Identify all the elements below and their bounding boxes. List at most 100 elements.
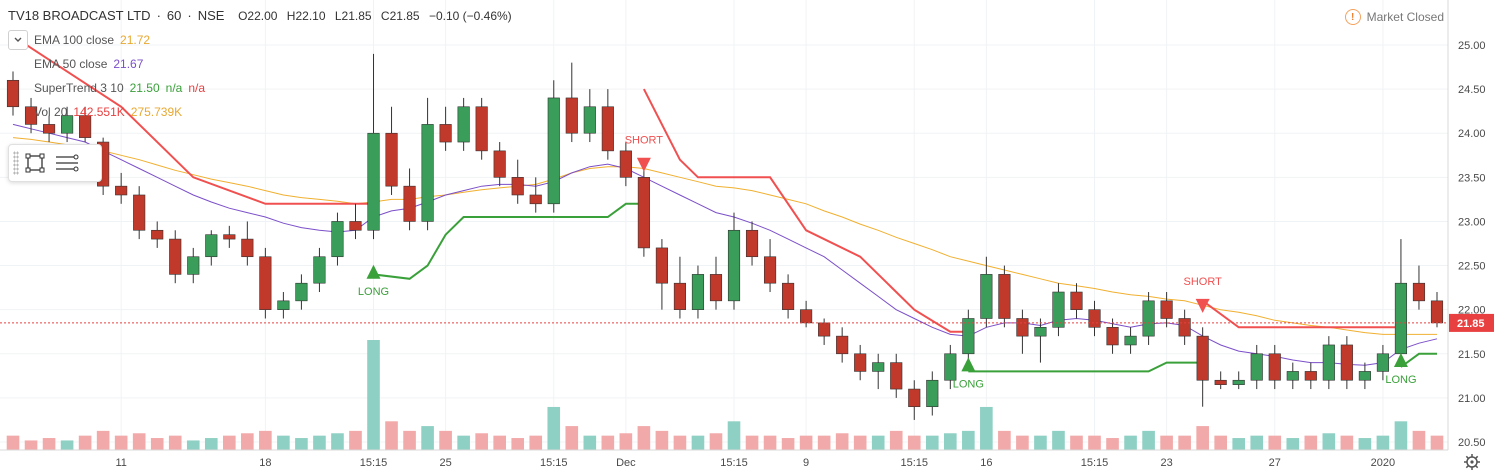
time-tick-label: 16	[980, 457, 992, 469]
volume-bar	[781, 438, 795, 450]
candle-body	[818, 322, 831, 337]
volume-bar	[1286, 438, 1300, 450]
price-tick-label: 23.00	[1458, 216, 1486, 228]
volume-bar	[295, 438, 308, 450]
candle-body	[637, 177, 650, 249]
drawing-toolbar	[8, 144, 102, 182]
price-tick-label: 23.50	[1458, 172, 1486, 184]
legend: TV18 BROADCAST LTD · 60 · NSE O22.00 H22.10 …	[8, 4, 524, 124]
candle-body	[169, 238, 182, 275]
candle-body	[547, 97, 560, 205]
candle-body	[331, 221, 344, 258]
long-signal-arrow	[961, 357, 976, 372]
candle-body	[1250, 353, 1263, 381]
volume-bar	[1394, 421, 1408, 450]
rectangle-select-icon[interactable]	[19, 147, 51, 179]
candle-body	[295, 282, 308, 302]
volume-bar	[1412, 430, 1426, 450]
candle-body	[403, 185, 416, 222]
volume-bar	[1178, 435, 1191, 450]
candle-body	[151, 229, 164, 240]
long-signal-arrow	[366, 264, 381, 279]
volume-bar	[962, 430, 975, 450]
interval[interactable]: 60	[166, 8, 182, 23]
indicator-extra: n/a	[165, 81, 183, 95]
indicator-ema100[interactable]: EMA 100 close 21.72	[8, 28, 524, 52]
supertrend-line	[12, 35, 1437, 373]
symbol-name[interactable]: TV18 BROADCAST LTD	[8, 8, 151, 23]
candle-body	[583, 106, 596, 134]
long-signal-label: LONG	[358, 286, 389, 298]
volume-bar	[1268, 435, 1282, 450]
collapse-legend-button[interactable]	[8, 30, 28, 50]
candle-body	[205, 234, 218, 258]
volume-bar	[1016, 435, 1029, 450]
candle-body	[619, 150, 632, 178]
settings-gear-icon[interactable]	[1464, 454, 1480, 470]
volume-bar	[313, 435, 326, 450]
volume-bar	[763, 435, 777, 450]
candle-body	[872, 362, 885, 372]
short-signal-label: SHORT	[625, 135, 664, 147]
volume-bar	[511, 438, 525, 450]
candle-body	[24, 106, 38, 125]
candle-body	[1106, 327, 1119, 346]
candle-body	[493, 150, 506, 178]
candle-body	[385, 132, 398, 187]
price-tick-label: 20.50	[1458, 437, 1486, 449]
indicator-supertrend[interactable]: SuperTrend 3 10 21.50 n/a n/a	[8, 76, 524, 100]
volume-bar	[799, 435, 813, 450]
volume-bar	[457, 435, 470, 450]
indicator-ema50[interactable]: EMA 50 close 21.67	[8, 52, 524, 76]
candle-body	[1178, 318, 1191, 337]
candle-body	[133, 194, 146, 231]
supertrend-long-segment	[968, 361, 1203, 373]
indicator-value: 142.551K	[73, 105, 125, 119]
candle-body	[61, 115, 74, 134]
short-signal-arrow	[636, 157, 651, 172]
candle-body	[439, 124, 452, 143]
long-signal-arrow	[1393, 353, 1408, 368]
volume-bar	[673, 435, 687, 450]
indicator-volume[interactable]: Vol 20 142.551K 275.739K	[8, 100, 524, 124]
candle-body	[511, 177, 524, 196]
candle-body	[763, 256, 777, 284]
price-tick-label: 25.00	[1458, 40, 1486, 52]
indicator-extra: n/a	[188, 81, 206, 95]
volume-bar	[331, 433, 344, 450]
volume-bar	[889, 430, 903, 450]
price-tick-label: 24.00	[1458, 128, 1486, 140]
volume-bar	[1358, 438, 1372, 450]
volume-bar	[186, 440, 200, 450]
candle-body	[601, 106, 614, 152]
indicator-value: 21.67	[113, 57, 144, 71]
volume-bar	[1106, 438, 1119, 450]
volume-bar	[871, 435, 885, 450]
volume-bar	[944, 433, 957, 450]
volume-bar	[1034, 435, 1047, 450]
drag-handle[interactable]	[13, 151, 19, 175]
volume-bar	[24, 440, 38, 450]
time-tick-label: 25	[439, 457, 451, 469]
candle-body	[800, 309, 813, 324]
price-tick-label: 22.50	[1458, 261, 1486, 273]
candle-body	[673, 282, 687, 310]
candle-body	[1016, 318, 1029, 337]
time-tick-label: 2020	[1371, 457, 1395, 469]
volume-bar	[421, 426, 434, 450]
volume-bar	[385, 421, 398, 450]
signals: LONG SHORT LONG SHORT LONG	[358, 135, 1417, 391]
volume-bar	[367, 340, 380, 450]
candle-body	[980, 274, 993, 319]
volume-bar	[547, 406, 561, 450]
volume-bar	[1376, 435, 1390, 450]
volume-bar	[1088, 435, 1101, 450]
list-lines-icon[interactable]	[51, 147, 83, 179]
volume-bar	[745, 435, 759, 450]
market-status[interactable]: ! Market Closed	[1344, 9, 1444, 25]
price-tick-label: 21.50	[1458, 349, 1486, 361]
candle-body	[421, 124, 434, 222]
supertrend-short-segment	[12, 35, 374, 205]
supertrend-short-segment	[1202, 299, 1401, 329]
